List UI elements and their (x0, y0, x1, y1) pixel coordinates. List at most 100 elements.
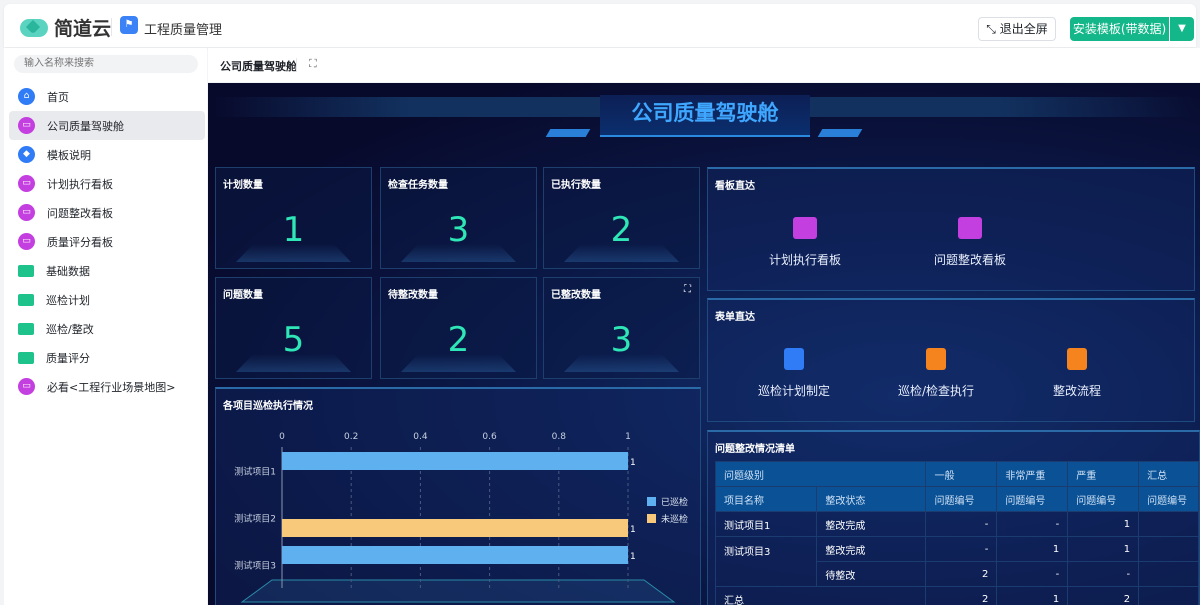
divider (296, 58, 297, 72)
cell: - (996, 561, 1069, 587)
header-cell: 问题编号 (925, 486, 998, 512)
form-link-inspection[interactable]: 巡检/检查执行 (866, 348, 1006, 399)
folder-icon (18, 264, 34, 277)
dashboard: 公司质量驾驶舱 计划数量 1 检查任务数量 3 已执行数量 2 问题数量 5 待整改数量 2 已整改… (208, 83, 1200, 605)
stat-label: 问题数量 (223, 290, 263, 301)
boards-title: 看板直达 (715, 181, 755, 192)
y-category-label: 测试项目2 (234, 513, 276, 525)
exit-fullscreen-button[interactable]: ⤡ 退出全屏 (978, 17, 1056, 41)
table-title: 问题整改情况清单 (715, 444, 795, 455)
form-link-rectify[interactable]: 整改流程 (1007, 348, 1147, 399)
dashboard-icon: ▭ (18, 175, 35, 192)
sidebar-item[interactable]: ▭ 质量评分看板 (9, 227, 205, 256)
exit-fullscreen-label: 退出全屏 (999, 22, 1048, 36)
stat-value: 5 (282, 320, 305, 360)
decor-base (564, 354, 679, 372)
sidebar-item[interactable]: 基础数据 (9, 256, 205, 285)
stat-value: 3 (447, 210, 470, 250)
bar-value-label: 1 (630, 458, 636, 468)
bar (282, 452, 628, 470)
sidebar-item-label: 计划执行看板 (47, 177, 113, 191)
logo-icon (20, 18, 48, 37)
stat-card: 问题数量 5 (215, 277, 372, 379)
stat-label: 计划数量 (223, 180, 263, 191)
x-tick-label: 0.6 (482, 432, 497, 442)
dashboard-icon: ▭ (18, 204, 35, 221)
board-link-issues[interactable]: 问题整改看板 (900, 217, 1040, 268)
header-cell: 非常严重 (996, 461, 1069, 487)
stat-value: 2 (447, 320, 470, 360)
cell: 2 (925, 586, 998, 605)
cell: 2 (925, 561, 998, 587)
form-link-plan[interactable]: 巡检计划制定 (724, 348, 864, 399)
sidebar-item[interactable]: 质量评分 (9, 343, 205, 372)
sidebar-item[interactable]: ▭ 问题整改看板 (9, 198, 205, 227)
sidebar-item[interactable]: ▭ 计划执行看板 (9, 169, 205, 198)
bar (282, 546, 628, 564)
folder-icon (18, 351, 34, 364)
stat-card: 已执行数量 2 (543, 167, 700, 269)
cell (1138, 586, 1199, 605)
legend-swatch (647, 514, 656, 523)
app-name: 工程质量管理 (144, 23, 223, 38)
sidebar-item[interactable]: 巡检计划 (9, 285, 205, 314)
table-header-row: 项目名称 整改状态 问题编号 问题编号 问题编号 问题编号 (714, 486, 1199, 512)
decor-base (401, 244, 516, 262)
folder-icon (18, 322, 34, 335)
forms-panel: 表单直达 巡检计划制定 巡检/检查执行 整改流程 (707, 298, 1195, 422)
sidebar-item-label: 巡检计划 (46, 293, 90, 307)
brand-name: 简道云 (54, 18, 112, 40)
header-cell: 汇总 (1138, 461, 1199, 487)
bar-value-label: 1 (630, 525, 636, 535)
fullscreen-icon[interactable]: ⛶ (309, 57, 317, 70)
sidebar-item-label: 首页 (47, 90, 69, 104)
sidebar: ⌂ 首页 ▭ 公司质量驾驶舱 ◆ 模板说明 ▭ 计划执行看板 ▭ 问题整改看板 ▭ 质量评分看板基础数… (4, 48, 207, 605)
chart-base (240, 579, 676, 603)
sidebar-item-label: 基础数据 (46, 264, 90, 278)
table-row: 测试项目1 整改完成 - - 1 (714, 511, 1199, 537)
cell: 整改完成 (816, 511, 927, 537)
cell: - (925, 511, 998, 537)
fullscreen-icon[interactable]: ⛶ (684, 284, 691, 295)
tile-label: 整改流程 (1052, 384, 1101, 398)
sidebar-item[interactable]: ▭ 公司质量驾驶舱 (9, 111, 205, 140)
cell: 2 (1067, 586, 1140, 605)
stat-label: 已执行数量 (551, 180, 601, 191)
sidebar-item[interactable]: ⌂ 首页 (9, 82, 205, 111)
board-link-plan[interactable]: 计划执行看板 (735, 217, 875, 268)
clipboard-org-icon (926, 348, 946, 370)
stat-value: 2 (610, 210, 633, 250)
x-tick-label: 0 (279, 432, 285, 442)
sidebar-item[interactable]: ◆ 模板说明 (9, 140, 205, 169)
cell: 1 (1067, 536, 1140, 562)
cell: 测试项目1 (714, 511, 818, 537)
cell: 1 (1067, 511, 1140, 537)
header-cell: 问题编号 (996, 486, 1069, 512)
table-header-row: 问题级别 一般 非常严重 严重 汇总 (714, 461, 1199, 487)
cell: 1 (996, 586, 1069, 605)
top-header: 简道云 ⚑ 工程质量管理 ⤡ 退出全屏 安装模板(带数据) ▼ (4, 4, 1196, 47)
cell: - (925, 536, 998, 562)
tile-label: 巡检/检查执行 (897, 384, 975, 398)
document-icon (784, 348, 804, 370)
sidebar-item[interactable]: ▭ 必看<工程行业场景地图> (9, 372, 205, 401)
chevron-down-icon[interactable]: ▼ (1170, 17, 1194, 41)
decor-base (564, 244, 679, 262)
sidebar-item-label: 巡检/整改 (46, 322, 94, 336)
install-template-button[interactable]: 安装模板(带数据) (1070, 17, 1169, 41)
x-tick-label: 0.4 (413, 432, 428, 442)
table-total-row: 汇总 2 1 2 (714, 586, 1199, 605)
issue-table-panel: 问题整改情况清单 问题级别 一般 非常严重 严重 汇总 项目名称 整改状态 问题… (707, 430, 1200, 605)
tab-dashboard[interactable]: 公司质量驾驶舱 (220, 60, 297, 73)
divider (111, 18, 112, 36)
monitor-chart-icon (793, 217, 817, 239)
cell: - (1067, 561, 1140, 587)
cell: 1 (996, 536, 1069, 562)
sidebar-item-label: 必看<工程行业场景地图> (47, 380, 176, 394)
stat-card: 待整改数量 2 (380, 277, 537, 379)
dashboard-icon: ▭ (18, 233, 35, 250)
sidebar-item[interactable]: 巡检/整改 (9, 314, 205, 343)
x-tick-label: 0.8 (552, 432, 567, 442)
search-input[interactable] (14, 55, 198, 73)
brand-logo[interactable]: 简道云 (20, 14, 111, 41)
